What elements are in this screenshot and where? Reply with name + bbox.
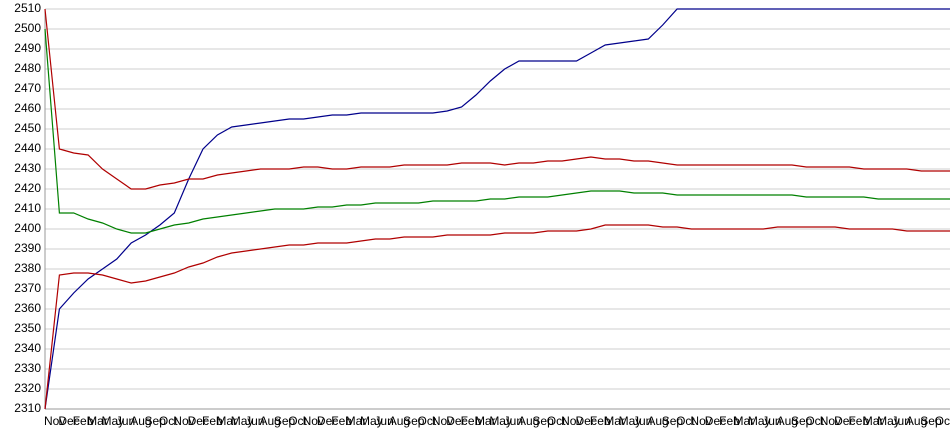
x-tick-label: Nov: [820, 414, 841, 428]
x-tick-label: Oct: [676, 414, 695, 428]
x-tick-label: Mar: [87, 414, 108, 428]
x-tick-label: Jun: [374, 414, 393, 428]
y-tick-label: 2370: [14, 281, 41, 295]
x-tick-label: Aug: [777, 414, 798, 428]
x-tick-label: Jun: [892, 414, 911, 428]
x-tick-label: Nov: [561, 414, 582, 428]
y-tick-label: 2420: [14, 181, 41, 195]
x-tick-label: Dec: [188, 414, 209, 428]
x-tick-label: Feb: [461, 414, 482, 428]
y-tick-label: 2480: [14, 61, 41, 75]
y-tick-label: 2400: [14, 221, 41, 235]
y-tick-label: 2330: [14, 361, 41, 375]
series-line: [44, 224, 950, 410]
x-tick-label: Mar: [216, 414, 237, 428]
x-tick-label: Jun: [504, 414, 523, 428]
y-tick-label: 2430: [14, 161, 41, 175]
y-tick-label: 2380: [14, 261, 41, 275]
x-tick-label: Jun: [633, 414, 652, 428]
x-tick-label: Dec: [446, 414, 467, 428]
series-line: [44, 28, 950, 234]
series-line: [44, 8, 950, 410]
x-tick-label: Feb: [590, 414, 611, 428]
y-tick-label: 2510: [14, 1, 41, 15]
x-tick-label: Feb: [848, 414, 869, 428]
y-tick-label: 2360: [14, 301, 41, 315]
x-tick-label: Jun: [762, 414, 781, 428]
x-tick-label: Sep: [662, 414, 684, 428]
x-tick-label: May: [360, 414, 383, 428]
x-tick-label: Aug: [647, 414, 668, 428]
y-tick-label: 2310: [14, 401, 41, 415]
x-tick-label: Mar: [475, 414, 496, 428]
y-tick-label: 2390: [14, 241, 41, 255]
x-tick-label: May: [748, 414, 771, 428]
x-tick-label: Mar: [346, 414, 367, 428]
x-tick-label: Sep: [274, 414, 296, 428]
x-tick-label: Aug: [906, 414, 927, 428]
y-tick-label: 2470: [14, 81, 41, 95]
x-tick-label: Nov: [432, 414, 453, 428]
y-tick-label: 2350: [14, 321, 41, 335]
x-tick-label: Oct: [288, 414, 307, 428]
x-tick-label: Nov: [44, 414, 65, 428]
x-tick-label: Nov: [690, 414, 711, 428]
x-tick-label: Aug: [389, 414, 410, 428]
x-tick-label: May: [231, 414, 254, 428]
x-tick-label: Sep: [145, 414, 167, 428]
x-tick-label: Mar: [604, 414, 625, 428]
series-line: [44, 8, 950, 190]
x-tick-label: Oct: [805, 414, 824, 428]
x-tick-label: Feb: [202, 414, 223, 428]
x-tick-label: Sep: [791, 414, 813, 428]
x-tick-label: Aug: [130, 414, 151, 428]
x-tick-label: May: [101, 414, 124, 428]
x-tick-label: Feb: [331, 414, 352, 428]
x-tick-label: Oct: [935, 414, 950, 428]
y-tick-label: 2340: [14, 341, 41, 355]
x-tick-label: Oct: [547, 414, 566, 428]
x-tick-label: Jun: [116, 414, 135, 428]
x-tick-label: Dec: [705, 414, 726, 428]
x-tick-label: Oct: [417, 414, 436, 428]
x-tick-label: Aug: [518, 414, 539, 428]
y-tick-label: 2320: [14, 381, 41, 395]
y-tick-label: 2500: [14, 21, 41, 35]
x-tick-label: Sep: [403, 414, 425, 428]
x-tick-label: Feb: [73, 414, 94, 428]
y-tick-label: 2460: [14, 101, 41, 115]
y-tick-label: 2440: [14, 141, 41, 155]
x-tick-label: Nov: [303, 414, 324, 428]
x-tick-label: Dec: [58, 414, 79, 428]
x-tick-label: May: [489, 414, 512, 428]
x-tick-label: Sep: [920, 414, 942, 428]
y-tick-label: 2450: [14, 121, 41, 135]
x-tick-label: May: [619, 414, 642, 428]
x-tick-label: May: [877, 414, 900, 428]
x-tick-label: Jun: [245, 414, 264, 428]
x-tick-label: Aug: [259, 414, 280, 428]
x-tick-label: Oct: [159, 414, 178, 428]
y-tick-label: 2490: [14, 41, 41, 55]
x-tick-label: Feb: [719, 414, 740, 428]
x-tick-label: Sep: [532, 414, 554, 428]
x-tick-label: Mar: [734, 414, 755, 428]
x-tick-label: Dec: [317, 414, 338, 428]
x-tick-label: Dec: [834, 414, 855, 428]
x-tick-label: Dec: [576, 414, 597, 428]
y-tick-label: 2410: [14, 201, 41, 215]
x-tick-label: Nov: [173, 414, 194, 428]
x-tick-label: Mar: [863, 414, 884, 428]
